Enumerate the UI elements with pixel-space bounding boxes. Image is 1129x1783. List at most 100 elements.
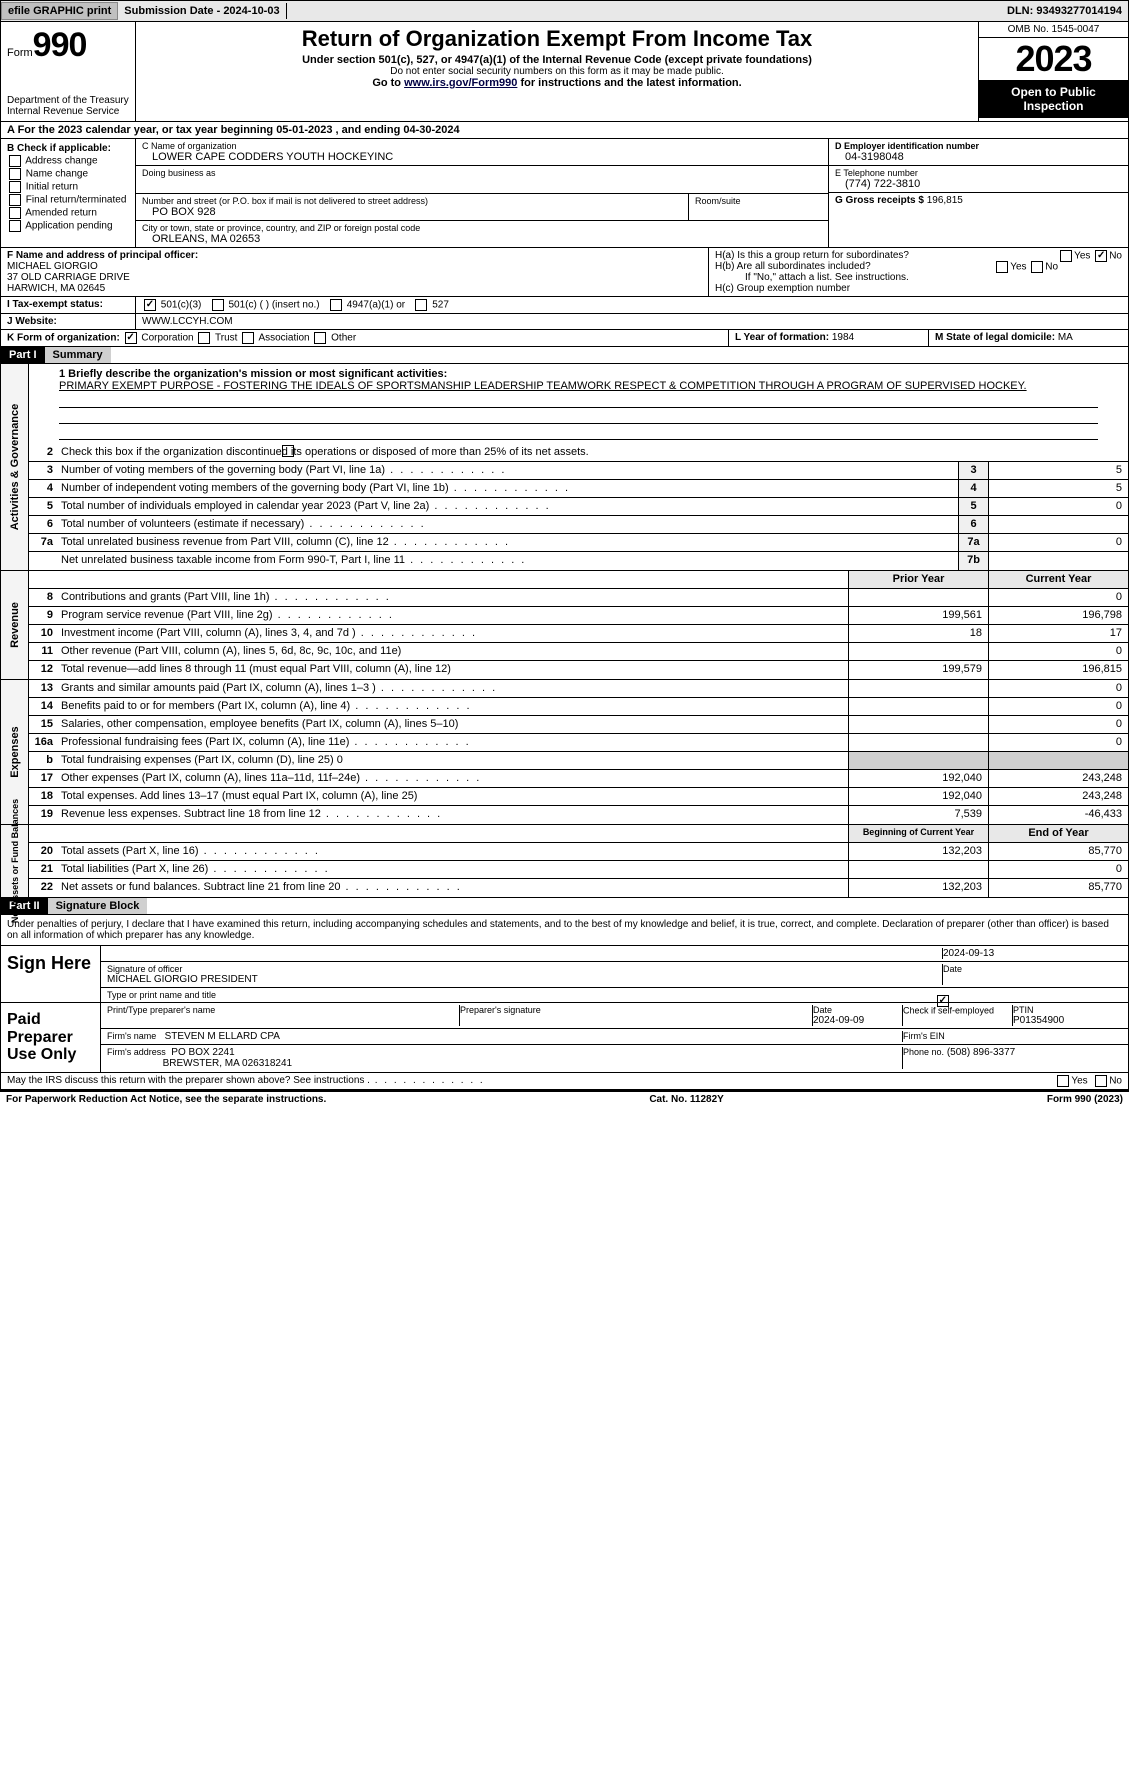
page-footer: For Paperwork Reduction Act Notice, see … [0,1090,1129,1107]
year-formation: 1984 [832,332,854,343]
chk-application-pending[interactable]: Application pending [7,220,129,232]
paid-preparer-label: Paid Preparer Use Only [1,1003,101,1072]
chk-amended-return[interactable]: Amended return [7,207,129,219]
line5-text: Total number of individuals employed in … [57,498,958,515]
ha-no[interactable] [1095,250,1107,262]
line19-prior: 7,539 [848,806,988,824]
line21-text: Total liabilities (Part X, line 26) [57,861,848,878]
line10-text: Investment income (Part VIII, column (A)… [57,625,848,642]
section-governance: Activities & Governance 1 Briefly descri… [0,364,1129,571]
chk-other[interactable] [314,332,326,344]
ha-yes[interactable] [1060,250,1072,262]
col-prior-year: Prior Year [848,571,988,588]
form-label: Form [7,47,33,59]
line6-text: Total number of volunteers (estimate if … [57,516,958,533]
firm-addr2: BREWSTER, MA 026318241 [163,1058,293,1069]
line16a-text: Professional fundraising fees (Part IX, … [57,734,848,751]
org-name: LOWER CAPE CODDERS YOUTH HOCKEYINC [142,151,822,163]
chk-name-change[interactable]: Name change [7,168,129,180]
firm-name: STEVEN M ELLARD CPA [165,1031,280,1042]
hb-yes[interactable] [996,261,1008,273]
efile-print-button[interactable]: efile GRAPHIC print [1,2,118,20]
signature-block: Under penalties of perjury, I declare th… [0,915,1129,1073]
line16a-curr: 0 [988,734,1128,751]
line18-text: Total expenses. Add lines 13–17 (must eq… [57,788,848,805]
ptin: P01354900 [1013,1015,1122,1026]
chk-initial-return[interactable]: Initial return [7,181,129,193]
line22-end: 85,770 [988,879,1128,897]
line12-curr: 196,815 [988,661,1128,679]
line18-prior: 192,040 [848,788,988,805]
irs-link[interactable]: www.irs.gov/Form990 [404,77,517,89]
address-label: Number and street (or P.O. box if mail i… [142,196,682,206]
phone: (774) 722-3810 [835,178,1122,190]
chk-501c3[interactable] [144,299,156,311]
chk-trust[interactable] [198,332,210,344]
open-inspection: Open to Public Inspection [979,81,1128,118]
side-net-assets: Net Assets or Fund Balances [10,799,20,923]
section-net-assets: Net Assets or Fund Balances Beginning of… [0,825,1129,898]
city: ORLEANS, MA 02653 [142,233,822,245]
line8-prior [848,589,988,606]
hb-note: If "No," attach a list. See instructions… [715,272,1122,283]
line10-prior: 18 [848,625,988,642]
line14-text: Benefits paid to or for members (Part IX… [57,698,848,715]
chk-final-return[interactable]: Final return/terminated [7,194,129,206]
discuss-no[interactable] [1095,1075,1107,1087]
line14-prior [848,698,988,715]
line16b-prior [848,752,988,769]
line5-val: 0 [988,498,1128,515]
chk-association[interactable] [242,332,254,344]
line13-text: Grants and similar amounts paid (Part IX… [57,680,848,697]
entity-info-grid: B Check if applicable: Address change Na… [0,139,1129,248]
chk-527[interactable] [415,299,427,311]
chk-corporation[interactable] [125,332,137,344]
line16a-prior [848,734,988,751]
submission-date: Submission Date - 2024-10-03 [118,3,286,19]
side-revenue: Revenue [9,602,21,648]
part1-header: Part ISummary [0,347,1129,364]
discuss-yes[interactable] [1057,1075,1069,1087]
address: PO BOX 928 [142,206,682,218]
line15-text: Salaries, other compensation, employee b… [57,716,848,733]
discuss-text: May the IRS discuss this return with the… [7,1075,485,1086]
line3-val: 5 [988,462,1128,479]
line17-prior: 192,040 [848,770,988,787]
line21-beg [848,861,988,878]
gross-receipts-label: G Gross receipts $ [835,195,924,206]
form-title: Return of Organization Exempt From Incom… [144,26,970,52]
line11-text: Other revenue (Part VIII, column (A), li… [57,643,848,660]
col-current-year: Current Year [988,571,1128,588]
officer-sig-name: MICHAEL GIORGIO PRESIDENT [107,974,942,985]
goto-prefix: Go to [372,77,404,89]
line17-curr: 243,248 [988,770,1128,787]
line21-end: 0 [988,861,1128,878]
chk-self-employed[interactable] [937,995,949,1007]
chk-address-change[interactable]: Address change [7,155,129,167]
officer-addr2: HARWICH, MA 02645 [7,283,702,294]
line12-text: Total revenue—add lines 8 through 11 (mu… [57,661,848,679]
mission-label: 1 Briefly describe the organization's mi… [59,368,1098,380]
chk-4947[interactable] [330,299,342,311]
line19-text: Revenue less expenses. Subtract line 18 … [57,806,848,824]
form-org-label: K Form of organization: [7,333,120,344]
line8-curr: 0 [988,589,1128,606]
phone-label: E Telephone number [835,168,1122,178]
side-expenses: Expenses [9,726,21,777]
hb-no[interactable] [1031,261,1043,273]
preparer-name-label: Print/Type preparer's name [107,1005,459,1015]
sig-date1: 2024-09-13 [942,948,1122,959]
line20-end: 85,770 [988,843,1128,860]
line14-curr: 0 [988,698,1128,715]
year-formation-label: L Year of formation: [735,332,829,343]
chk-discontinued[interactable] [282,445,294,457]
row-klm: K Form of organization: Corporation Trus… [0,330,1129,347]
dba-label: Doing business as [142,168,822,178]
form-number: 990 [33,26,87,64]
chk-501c[interactable] [212,299,224,311]
website-value: WWW.LCCYH.COM [136,314,239,329]
section-expenses: Expenses 13Grants and similar amounts pa… [0,680,1129,825]
mission-text: PRIMARY EXEMPT PURPOSE - FOSTERING THE I… [59,380,1098,392]
officer-label: F Name and address of principal officer: [7,250,702,261]
line16b-curr [988,752,1128,769]
